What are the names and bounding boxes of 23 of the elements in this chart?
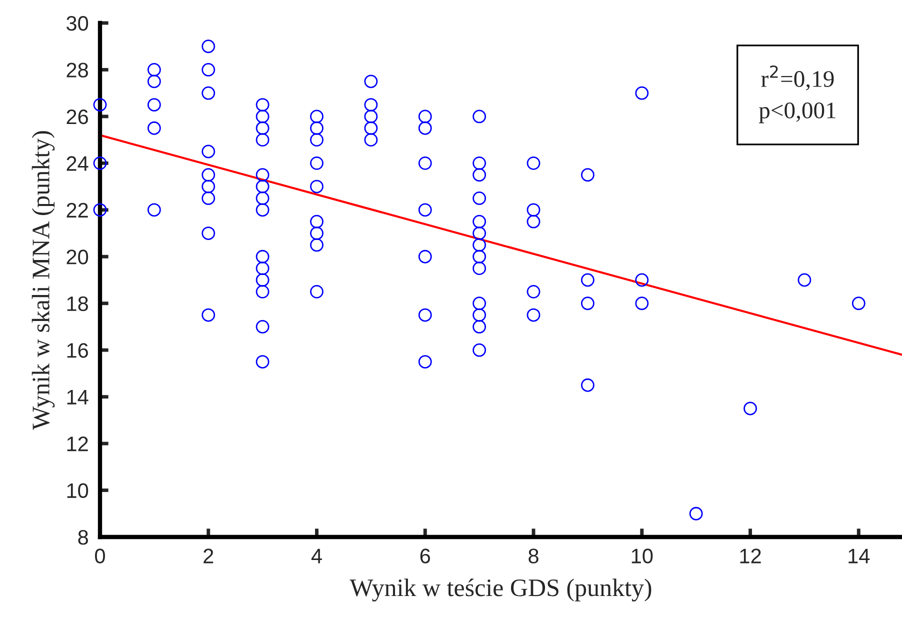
x-tick-label: 6 (420, 548, 430, 564)
annotation: r$^{2}$=0,19 p<0,001 (758, 65, 836, 124)
x-tick-label: 4 (311, 548, 322, 564)
y-tick-label: 10 (67, 483, 88, 498)
y-tick-label: 14 (67, 390, 88, 404)
x-tick-label: 14 (848, 548, 870, 564)
y-tick-label: 12 (67, 436, 88, 452)
y-tick-label: 24 (66, 156, 88, 171)
y-axis-title: Wynik w skali MNA (punkty) (32, 131, 55, 430)
y-tick-label: 20 (66, 250, 88, 264)
x-tick-label: 12 (740, 548, 761, 564)
x-tick-label: 0 (95, 548, 105, 564)
y-tick-label: 30 (66, 16, 88, 31)
y-tick-label: 16 (67, 343, 88, 358)
x-tick-label: 10 (632, 548, 653, 564)
y-tick-label: 8 (78, 530, 88, 545)
y-tick-label: 26 (66, 109, 88, 124)
x-tick-label: 8 (528, 548, 538, 564)
y-tick-label: 28 (66, 62, 88, 78)
y-tick-label: 22 (66, 202, 88, 218)
y-tick-label: 18 (67, 296, 88, 312)
x-tick-label: 2 (204, 548, 214, 564)
x-axis-title: Wynik w teście GDS (punkty) (350, 578, 652, 602)
